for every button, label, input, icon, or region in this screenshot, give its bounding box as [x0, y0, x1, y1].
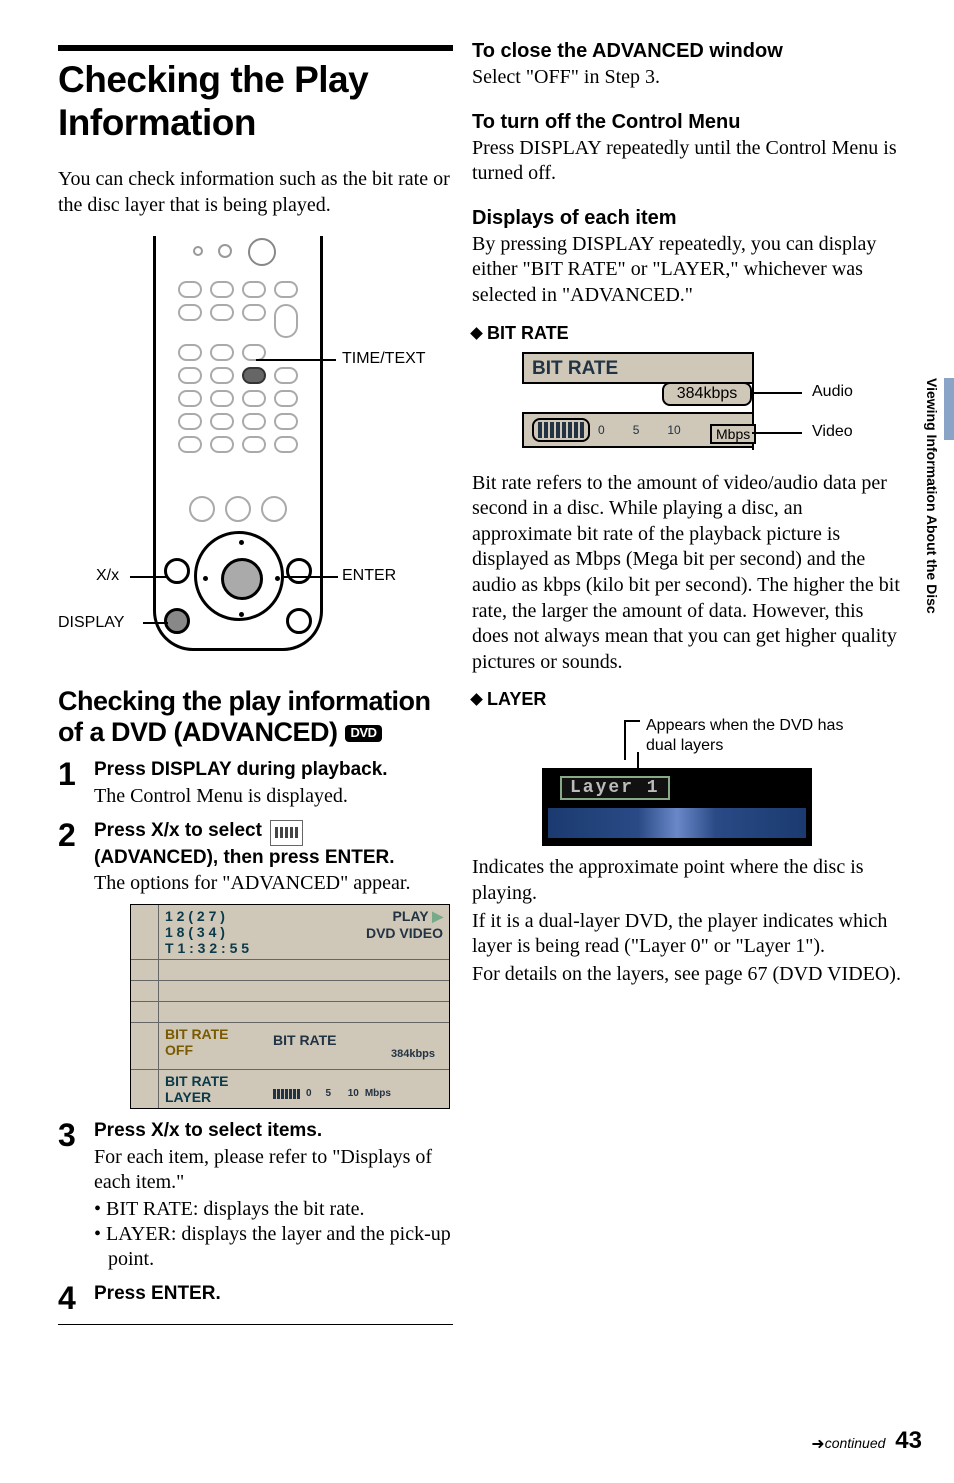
side-tab: Viewing Information About the Disc [916, 378, 954, 668]
close-body: Select "OFF" in Step 3. [472, 65, 902, 91]
page-footer: ➜continued 43 [811, 1427, 922, 1455]
layer-body1: Indicates the approximate point where th… [472, 855, 902, 906]
intro-text: You can check information such as the bi… [58, 166, 453, 218]
step-number: 1 [58, 758, 84, 809]
step4-head: Press ENTER. [94, 1282, 453, 1306]
step3-li1: BIT RATE: displays the bit rate. [94, 1197, 453, 1222]
section-heading-advanced: Checking the play information of a DVD (… [58, 686, 453, 748]
remote-label-time-text: TIME/TEXT [342, 350, 426, 368]
displays-heading: Displays of each item [472, 207, 902, 230]
step-number: 4 [58, 1282, 84, 1314]
turnoff-heading: To turn off the Control Menu [472, 111, 902, 134]
layer-body2: If it is a dual-layer DVD, the player in… [472, 909, 902, 960]
remote-label-enter: ENTER [342, 567, 396, 585]
step3-li2: LAYER: displays the layer and the pick-u… [94, 1222, 453, 1272]
bitrate-figure: BIT RATE 384kbps Audio 0510 Mbps Video [522, 352, 872, 467]
osd-control-menu: 1 2 ( 2 7 ) 1 8 ( 3 4 ) T 1 : 3 2 : 5 5 … [130, 904, 450, 1109]
bitrate-body: Bit rate refers to the amount of video/a… [472, 471, 902, 676]
layer-body3: For details on the layers, see page 67 (… [472, 962, 902, 988]
remote-label-display: DISPLAY [58, 614, 124, 632]
step1-head: Press DISPLAY during playback. [94, 758, 453, 782]
step-number: 3 [58, 1119, 84, 1272]
step1-text: The Control Menu is displayed. [94, 784, 453, 809]
step3-text: For each item, please refer to "Displays… [94, 1145, 453, 1195]
layer-figure: Appears when the DVD has dual layers Lay… [542, 716, 882, 851]
remote-illustration: TIME/TEXT ENTER X/x DISPLAY [58, 236, 453, 656]
dvd-tag: DVD [345, 725, 383, 742]
layer-subhead: LAYER [472, 689, 902, 710]
bitrate-subhead: BIT RATE [472, 323, 902, 344]
step2-text: The options for "ADVANCED" appear. [94, 871, 453, 896]
step3-head: Press X/x to select items. [94, 1119, 453, 1143]
page-title: Checking the Play Information [58, 59, 453, 144]
step2-head: Press X/x to select (ADVANCED), then pre… [94, 819, 453, 870]
displays-body: By pressing DISPLAY repeatedly, you can … [472, 232, 902, 309]
step-number: 2 [58, 819, 84, 1110]
remote-label-updown: X/x [96, 567, 119, 585]
advanced-icon [270, 820, 303, 846]
turnoff-body: Press DISPLAY repeatedly until the Contr… [472, 136, 902, 187]
close-heading: To close the ADVANCED window [472, 40, 902, 63]
